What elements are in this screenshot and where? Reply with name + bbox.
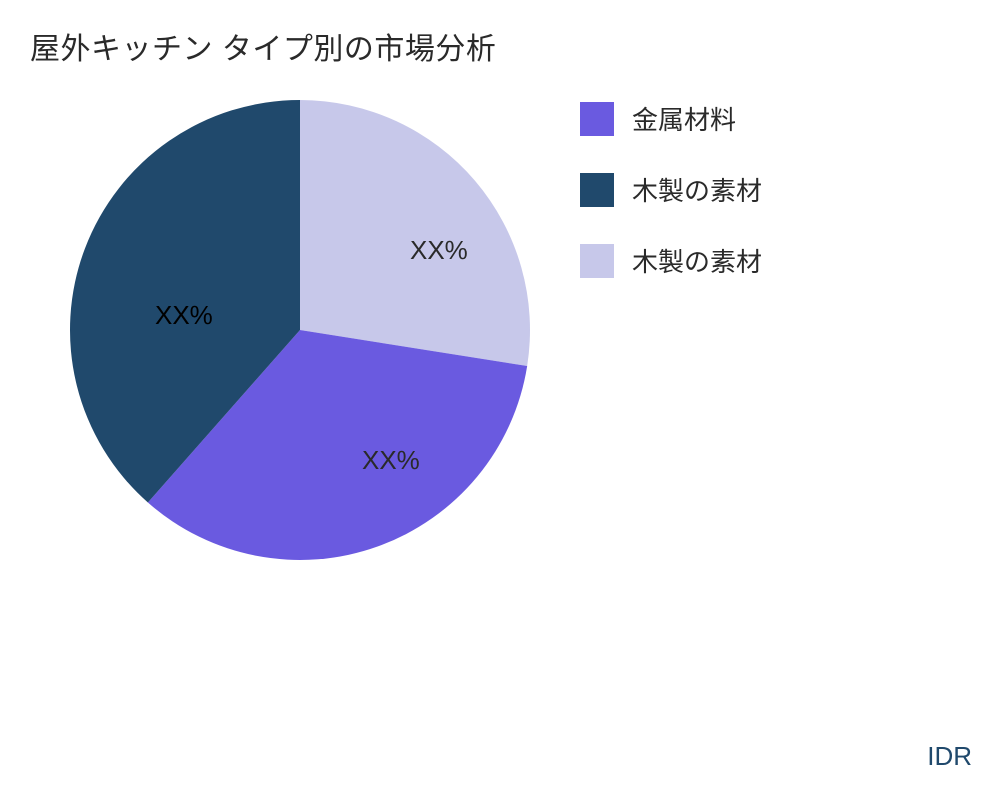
legend-item-2: 木製の素材 <box>580 242 762 279</box>
legend-swatch-1 <box>580 173 614 207</box>
legend: 金属材料木製の素材木製の素材 <box>580 100 762 313</box>
legend-swatch-2 <box>580 244 614 278</box>
legend-label-1: 木製の素材 <box>632 171 762 208</box>
pie-chart-area: XX% XX% XX% <box>60 90 540 570</box>
legend-item-1: 木製の素材 <box>580 171 762 208</box>
pie-chart-svg <box>60 90 540 570</box>
credit-label: IDR <box>927 741 972 772</box>
legend-item-0: 金属材料 <box>580 100 762 137</box>
pie-slice-0 <box>300 100 530 366</box>
pie-slice-label-2: XX% <box>155 300 213 331</box>
pie-slice-label-1: XX% <box>362 445 420 476</box>
chart-container: 屋外キッチン タイプ別の市場分析 XX%XX%XX% 金属材料木製の素材木製の素… <box>0 0 1000 800</box>
pie-slice-label-0: XX% <box>410 235 468 266</box>
chart-title: 屋外キッチン タイプ別の市場分析 <box>30 24 496 68</box>
legend-swatch-0 <box>580 102 614 136</box>
legend-label-2: 木製の素材 <box>632 242 762 279</box>
legend-label-0: 金属材料 <box>632 100 736 137</box>
